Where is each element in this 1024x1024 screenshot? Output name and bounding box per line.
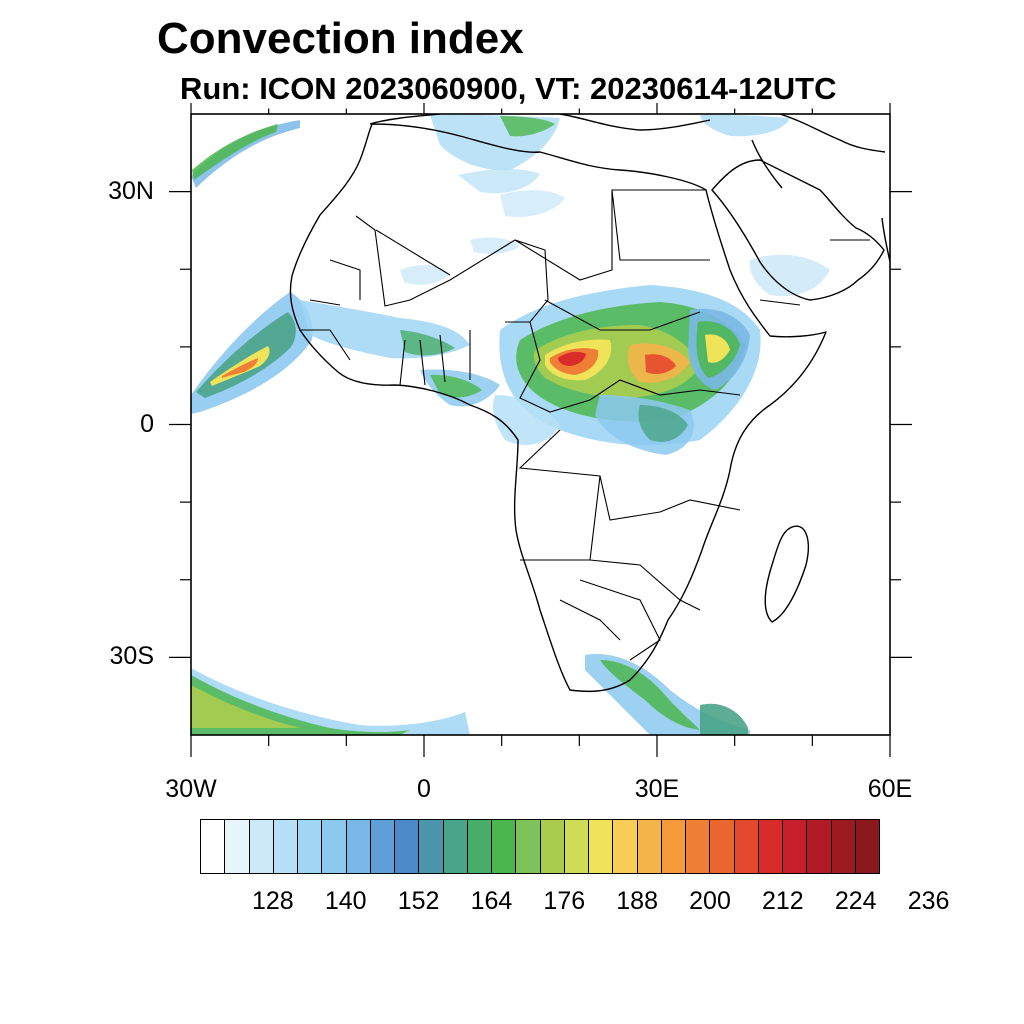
colorbar-box bbox=[564, 820, 589, 873]
axis-ticks bbox=[169, 103, 912, 757]
colorbar-box bbox=[346, 820, 371, 873]
colorbar-box bbox=[516, 820, 541, 873]
arabia-coastline bbox=[711, 159, 885, 301]
x-tick-label: 30E bbox=[634, 775, 680, 803]
colorbar-label: 236 bbox=[907, 887, 950, 915]
y-tick-label: 30N bbox=[108, 176, 154, 205]
colorbar-box bbox=[831, 820, 856, 873]
colorbar-box bbox=[710, 820, 735, 873]
colorbar-box bbox=[589, 820, 614, 873]
coastlines bbox=[289, 114, 890, 693]
colorbar-box bbox=[467, 820, 492, 873]
colorbar-box bbox=[637, 820, 662, 873]
colorbar-box bbox=[395, 820, 420, 873]
colorbar-box bbox=[661, 820, 686, 873]
colorbar-label: 224 bbox=[834, 887, 877, 915]
y-tick-label: 30S bbox=[109, 642, 154, 671]
colorbar-label: 164 bbox=[470, 887, 513, 915]
colorbar-box bbox=[734, 820, 759, 873]
colorbar-box bbox=[492, 820, 517, 873]
colorbar-label: 152 bbox=[397, 887, 440, 915]
colorbar-label: 140 bbox=[324, 887, 367, 915]
colorbar-box bbox=[225, 820, 250, 873]
colorbar-box bbox=[443, 820, 468, 873]
colorbar-label: 128 bbox=[251, 887, 294, 915]
colorbar-box bbox=[855, 820, 879, 873]
x-tick-label: 0 bbox=[417, 775, 431, 803]
colorbar-label: 200 bbox=[689, 887, 731, 915]
colorbar-box bbox=[613, 820, 638, 873]
colorbar-label: 176 bbox=[543, 887, 586, 915]
colorbar-box bbox=[370, 820, 395, 873]
colorbar-box bbox=[201, 820, 226, 873]
x-tick-label: 30W bbox=[165, 775, 217, 803]
colorbar-box bbox=[807, 820, 832, 873]
chart-title: Convection index bbox=[157, 14, 524, 63]
colorbar-box bbox=[540, 820, 565, 873]
colorbar-box bbox=[419, 820, 444, 873]
colorbar-box bbox=[758, 820, 783, 873]
colorbar-label: 212 bbox=[761, 887, 804, 915]
colorbar-box bbox=[273, 820, 298, 873]
y-tick-label: 0 bbox=[140, 409, 154, 438]
colorbar-box bbox=[322, 820, 347, 873]
x-tick-label: 60E bbox=[867, 775, 913, 803]
africa-coastline bbox=[289, 123, 827, 693]
colorbar-label: 188 bbox=[616, 887, 658, 915]
colorbar-box bbox=[686, 820, 711, 873]
country-borders bbox=[300, 189, 870, 661]
colorbar bbox=[200, 819, 880, 874]
convection-field bbox=[191, 114, 830, 735]
chart-subtitle: Run: ICON 2023060900, VT: 20230614-12UTC bbox=[180, 71, 837, 106]
colorbar-box bbox=[783, 820, 808, 873]
convection-band-north-atlantic bbox=[191, 120, 300, 188]
madagascar-coastline bbox=[764, 525, 809, 623]
colorbar-box bbox=[298, 820, 323, 873]
colorbar-box bbox=[249, 820, 274, 873]
